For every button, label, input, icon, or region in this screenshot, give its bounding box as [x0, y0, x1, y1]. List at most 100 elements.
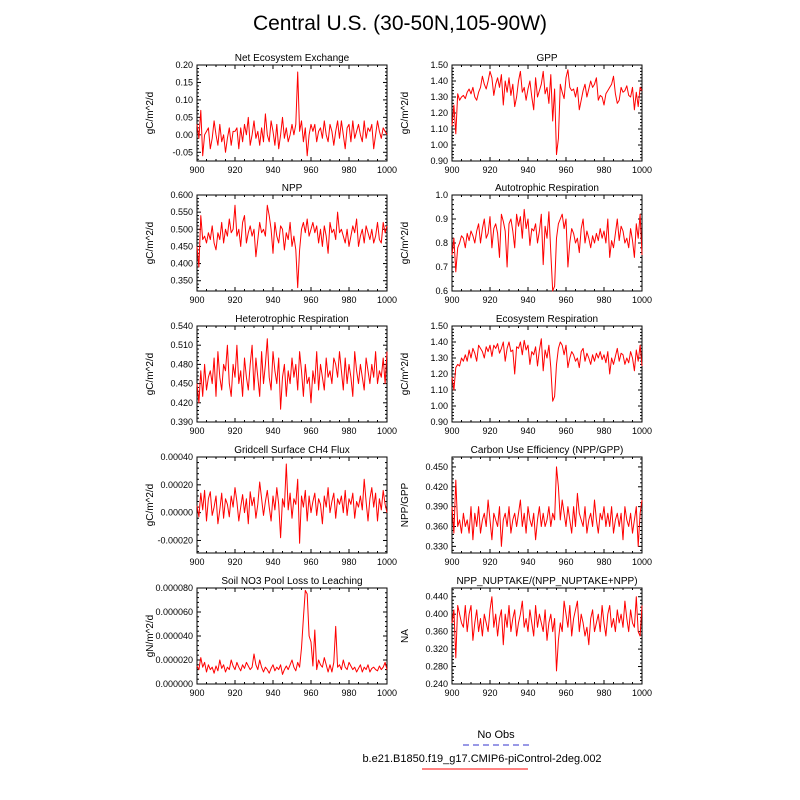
x-tick-label: 900 — [189, 165, 204, 175]
x-tick-label: 1000 — [632, 295, 652, 305]
panel-1: GPP gC/m^2/d 900 920 940 960 980 1000 0.90 1.00 1.… — [400, 53, 652, 175]
panel-8: Soil NO3 Pool Loss to Leaching gN/m^2/d 90… — [145, 576, 397, 698]
y-tick-label: 0.400 — [425, 609, 448, 619]
y-tick-label: 0.000020 — [155, 655, 193, 665]
y-tick-label: 0.8 — [435, 238, 448, 248]
y-axis-label: gC/m^2/d — [400, 92, 411, 135]
y-tick-label: 0.540 — [170, 321, 193, 331]
x-tick-label: 960 — [303, 557, 318, 567]
y-tick-label: 0.360 — [425, 627, 448, 637]
plot-frame — [451, 456, 643, 554]
plot-frame — [196, 587, 388, 685]
y-tick-label: 1.50 — [430, 321, 448, 331]
y-tick-label: 0.480 — [170, 359, 193, 369]
x-tick-label: 920 — [482, 557, 497, 567]
panel-3: Autotrophic Respiration gC/m^2/d 900 920 940… — [400, 183, 652, 305]
panel-title: NPP_NUPTAKE/(NPP_NUPTAKE+NPP) — [456, 576, 637, 587]
series-line — [196, 463, 388, 544]
y-tick-label: -0.00020 — [157, 535, 193, 545]
y-tick-label: 0.00040 — [160, 452, 193, 462]
y-tick-label: 1.50 — [430, 60, 448, 70]
x-tick-label: 920 — [227, 295, 242, 305]
x-tick-label: 980 — [596, 688, 611, 698]
x-tick-label: 980 — [596, 165, 611, 175]
y-tick-label: 0.450 — [170, 379, 193, 389]
y-tick-label: 0.20 — [175, 60, 193, 70]
x-tick-label: 960 — [558, 557, 573, 567]
y-axis-label: gC/m^2/d — [145, 484, 156, 527]
y-tick-label: 0.390 — [170, 417, 193, 427]
panels-group: Net Ecosystem Exchange gC/m^2/d 900 920 940 9… — [145, 53, 652, 698]
x-tick-label: 900 — [444, 165, 459, 175]
y-tick-label: 0.10 — [175, 95, 193, 105]
plot-frame — [451, 325, 643, 423]
y-axis-label: NPP/GPP — [400, 482, 411, 527]
y-axis-label: gN/m^2/d — [145, 615, 156, 658]
y-tick-label: 0.9 — [435, 214, 448, 224]
x-tick-label: 920 — [227, 688, 242, 698]
x-tick-label: 980 — [596, 557, 611, 567]
x-tick-label: 920 — [227, 557, 242, 567]
y-tick-label: 1.0 — [435, 190, 448, 200]
series-line — [196, 71, 388, 157]
panel-title: Ecosystem Respiration — [496, 314, 598, 325]
x-tick-label: 940 — [520, 426, 535, 436]
series-line — [451, 466, 643, 547]
series-line — [451, 338, 643, 402]
panel-title: Heterotrophic Respiration — [235, 314, 348, 325]
series-line — [196, 204, 388, 289]
x-tick-label: 980 — [341, 295, 356, 305]
panel-title: Gridcell Surface CH4 Flux — [234, 445, 350, 456]
x-tick-label: 940 — [520, 688, 535, 698]
x-tick-label: 900 — [189, 295, 204, 305]
x-tick-label: 980 — [596, 426, 611, 436]
x-tick-label: 960 — [303, 688, 318, 698]
x-tick-label: 920 — [227, 426, 242, 436]
y-tick-label: 1.30 — [430, 92, 448, 102]
y-tick-label: 0.240 — [425, 679, 448, 689]
y-tick-label: 0.330 — [425, 541, 448, 551]
y-tick-label: 1.30 — [430, 353, 448, 363]
y-tick-label: 1.40 — [430, 76, 448, 86]
y-tick-label: 0.420 — [170, 398, 193, 408]
x-tick-label: 1000 — [377, 295, 397, 305]
y-tick-label: 0.000080 — [155, 583, 193, 593]
x-tick-label: 1000 — [632, 165, 652, 175]
x-tick-label: 980 — [341, 557, 356, 567]
x-tick-label: 1000 — [632, 688, 652, 698]
series-line — [196, 589, 388, 675]
x-tick-label: 1000 — [377, 426, 397, 436]
y-tick-label: 1.00 — [430, 140, 448, 150]
legend-obs-label: No Obs — [477, 729, 515, 741]
panel-9: NPP_NUPTAKE/(NPP_NUPTAKE+NPP) NA 900 920 940… — [400, 576, 652, 698]
y-tick-label: 0.000060 — [155, 607, 193, 617]
y-tick-label: 0.550 — [170, 207, 193, 217]
x-tick-label: 1000 — [632, 557, 652, 567]
x-tick-label: 900 — [444, 295, 459, 305]
y-axis-label: gC/m^2/d — [145, 353, 156, 396]
y-tick-label: 1.40 — [430, 337, 448, 347]
x-tick-label: 1000 — [377, 688, 397, 698]
y-tick-label: 1.20 — [430, 369, 448, 379]
panel-title: Carbon Use Efficiency (NPP/GPP) — [471, 445, 624, 456]
x-tick-label: 980 — [341, 426, 356, 436]
y-tick-label: 1.10 — [430, 385, 448, 395]
y-tick-label: 0.280 — [425, 662, 448, 672]
plot-frame — [196, 64, 388, 162]
x-tick-label: 960 — [303, 165, 318, 175]
y-tick-label: 1.00 — [430, 401, 448, 411]
x-tick-label: 920 — [482, 165, 497, 175]
x-tick-label: 1000 — [377, 165, 397, 175]
panel-2: NPP gC/m^2/d 900 920 940 960 980 1000 0.350 0.400… — [145, 183, 397, 305]
x-tick-label: 920 — [227, 165, 242, 175]
y-tick-label: 0.400 — [170, 259, 193, 269]
y-axis-label: gC/m^2/d — [145, 92, 156, 135]
x-tick-label: 960 — [558, 688, 573, 698]
y-tick-label: 0.350 — [170, 276, 193, 286]
y-tick-label: 0.420 — [425, 482, 448, 492]
y-tick-label: 0.15 — [175, 77, 193, 87]
panel-title: Soil NO3 Pool Loss to Leaching — [221, 576, 362, 587]
y-tick-label: 0.6 — [435, 286, 448, 296]
x-tick-label: 960 — [558, 426, 573, 436]
x-tick-label: 980 — [341, 165, 356, 175]
